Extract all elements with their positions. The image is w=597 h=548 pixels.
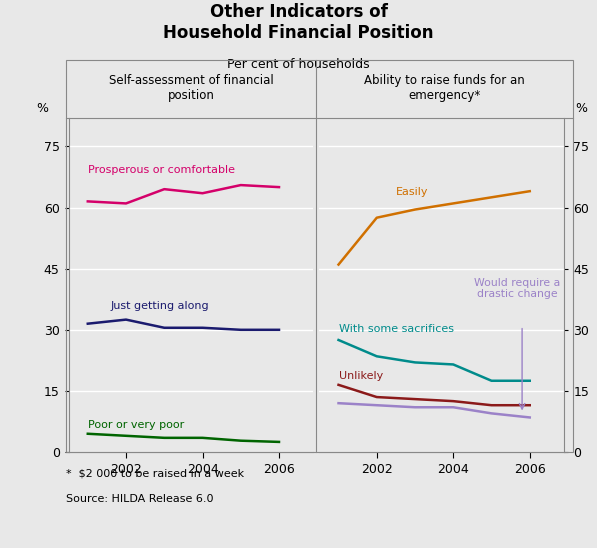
Text: %: % xyxy=(575,102,587,115)
Text: Unlikely: Unlikely xyxy=(338,370,383,381)
Text: With some sacrifices: With some sacrifices xyxy=(338,324,454,334)
Text: Prosperous or comfortable: Prosperous or comfortable xyxy=(88,165,235,175)
Text: Ability to raise funds for an
emergency*: Ability to raise funds for an emergency* xyxy=(364,73,525,102)
Text: Per cent of households: Per cent of households xyxy=(227,58,370,71)
Text: Other Indicators of
Household Financial Position: Other Indicators of Household Financial … xyxy=(163,3,434,42)
Text: Would require a
drastic change: Would require a drastic change xyxy=(474,278,561,299)
Text: Easily: Easily xyxy=(396,187,429,197)
Text: Source: HILDA Release 6.0: Source: HILDA Release 6.0 xyxy=(66,494,213,504)
Text: Just getting along: Just getting along xyxy=(110,301,210,311)
Text: *  $2 000 to be raised in a week: * $2 000 to be raised in a week xyxy=(66,469,244,478)
Text: %: % xyxy=(36,102,48,115)
Text: Self-assessment of financial
position: Self-assessment of financial position xyxy=(109,73,273,102)
Text: Poor or very poor: Poor or very poor xyxy=(88,420,184,430)
